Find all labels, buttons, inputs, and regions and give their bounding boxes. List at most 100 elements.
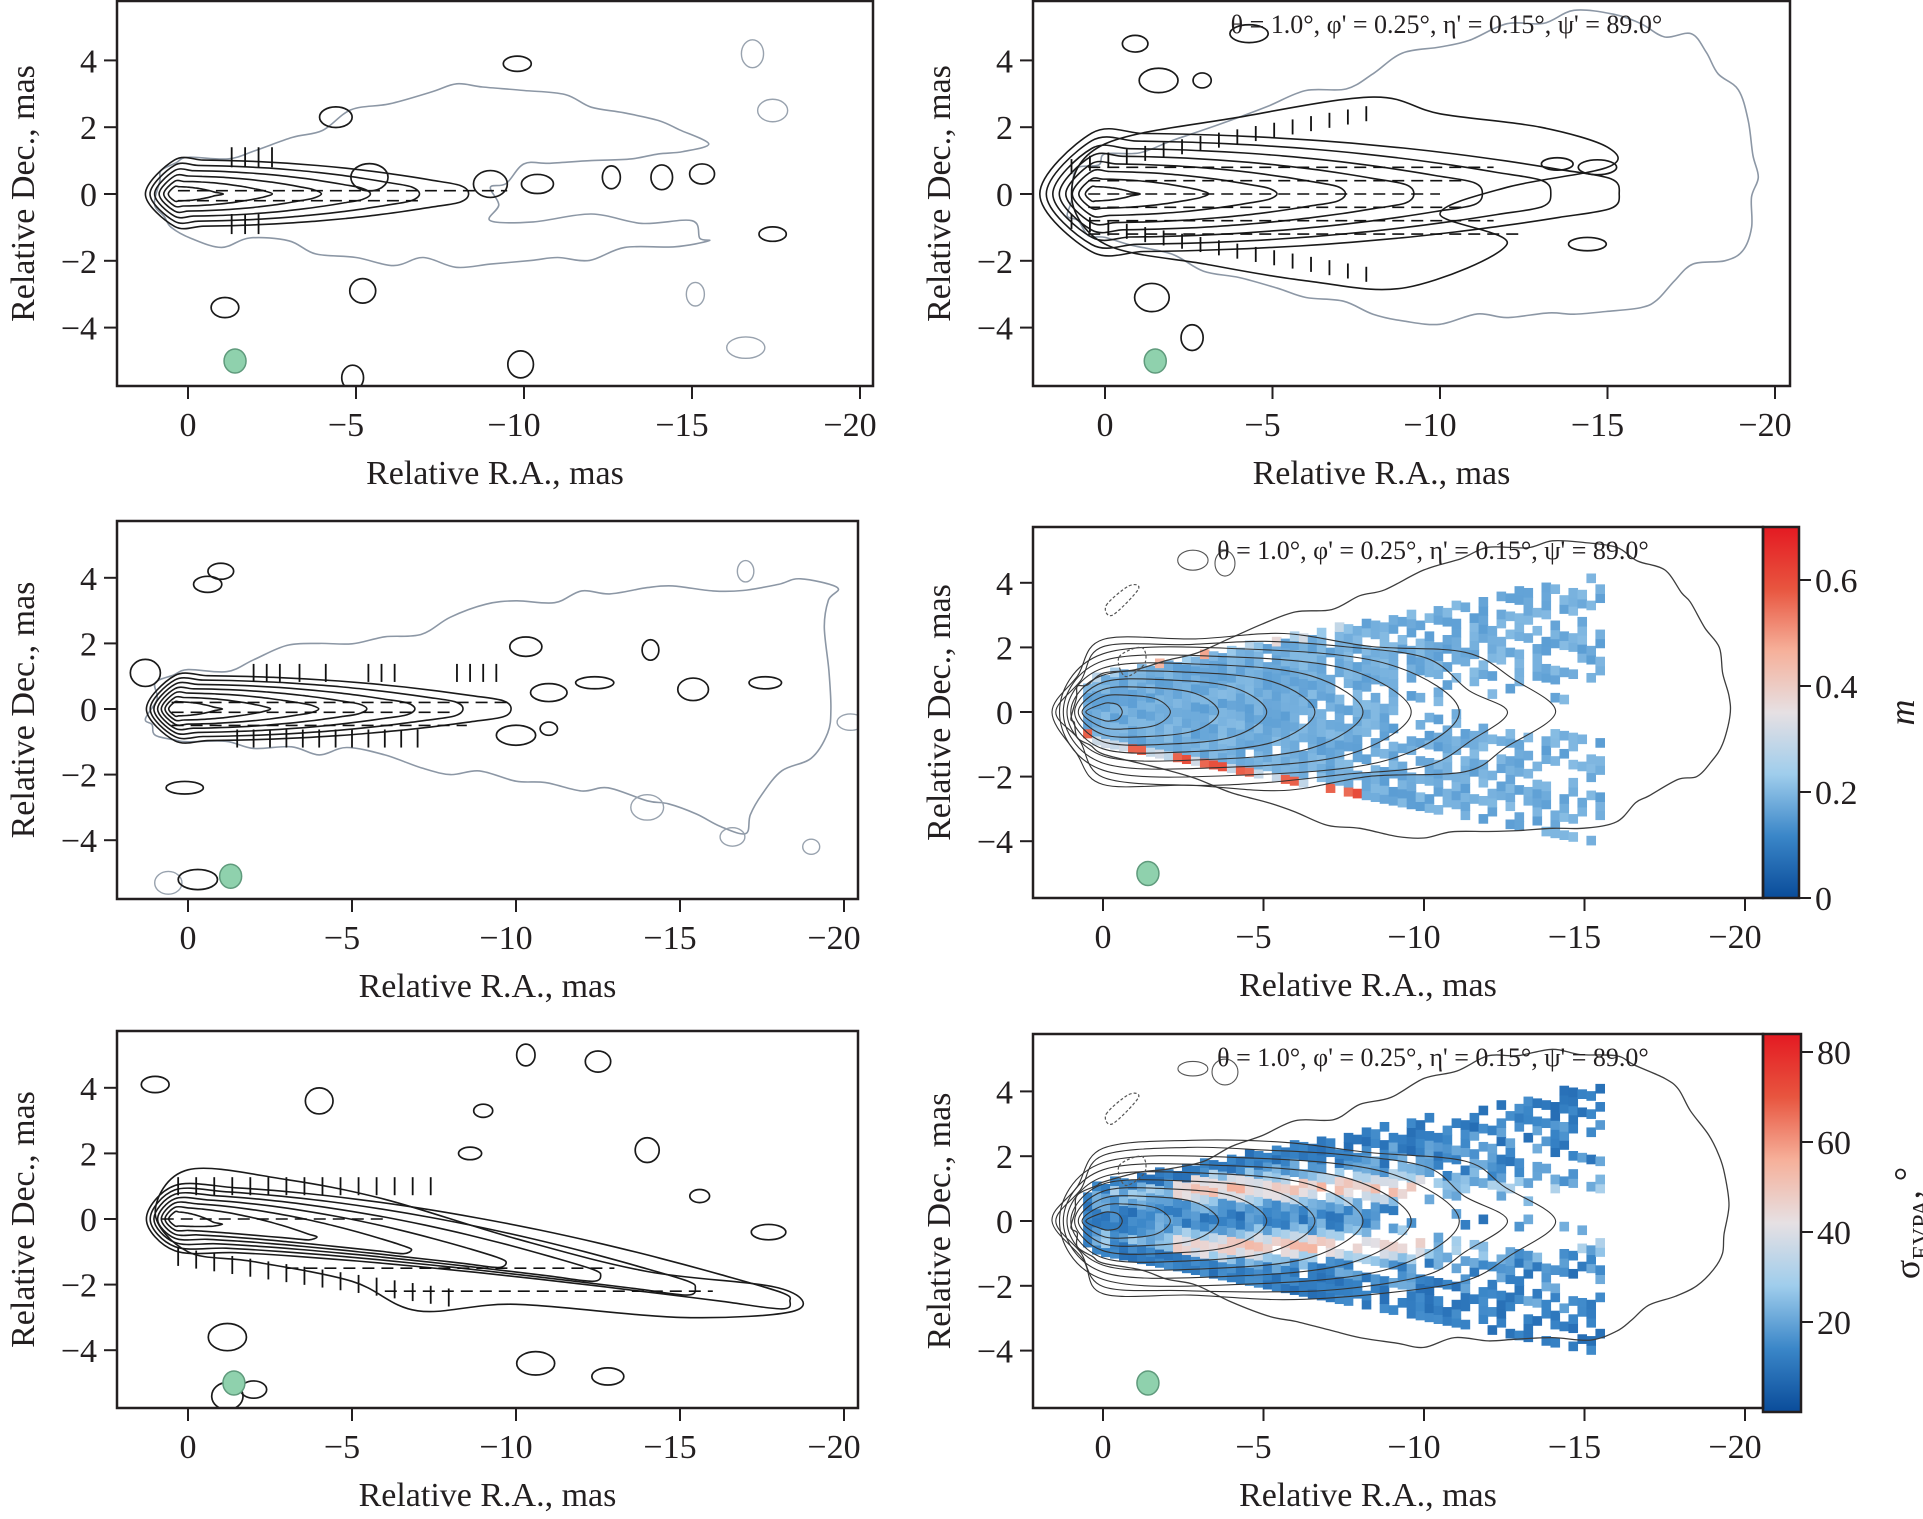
heatmap-cell — [1487, 689, 1498, 699]
heatmap-cell — [1595, 1247, 1606, 1257]
heatmap-cell — [1559, 1140, 1570, 1150]
heatmap-cell — [1325, 683, 1336, 694]
heatmap-cell — [1514, 613, 1525, 623]
intensity-contour — [1070, 1179, 1316, 1263]
heatmap-cell — [1298, 651, 1309, 661]
heatmap-cell — [1128, 734, 1138, 745]
plot-area — [144, 39, 789, 386]
heatmap-cell — [1406, 1181, 1417, 1192]
heatmap-cell — [1568, 1087, 1579, 1098]
heatmap-cell — [1262, 1252, 1273, 1263]
heatmap-cell — [1316, 763, 1327, 774]
heatmap-cell — [1253, 696, 1264, 707]
contour-island — [584, 1050, 612, 1073]
heatmap-cell — [1253, 669, 1264, 680]
heatmap-cell — [1541, 1118, 1552, 1129]
heatmap-cell — [1325, 1174, 1336, 1185]
heatmap-cell — [1181, 736, 1192, 746]
heatmap-cell — [1568, 786, 1579, 797]
heatmap-cell — [1442, 1252, 1453, 1263]
heatmap-cell — [1568, 777, 1579, 788]
heatmap-cell — [1316, 745, 1327, 755]
heatmap-cell — [1244, 658, 1255, 669]
heatmap-cell — [1577, 1089, 1588, 1099]
heatmap-cell — [1469, 757, 1480, 768]
heatmap-cell — [1244, 649, 1255, 660]
contour-island — [756, 98, 789, 123]
heatmap-cell — [1289, 640, 1300, 651]
heatmap-cell — [1388, 1132, 1399, 1143]
heatmap-cell — [1226, 1245, 1237, 1256]
heatmap-cell — [1316, 1172, 1327, 1183]
heatmap-cell — [1496, 1263, 1507, 1274]
parameter-annotation: θ = 1.0°, φ' = 0.25°, η' = 0.15°, ψ' = 8… — [1231, 10, 1663, 39]
heatmap-cell — [1595, 1183, 1606, 1194]
heatmap-cell — [1496, 754, 1507, 765]
heatmap-cell — [1101, 1211, 1111, 1221]
heatmap-cell — [1119, 687, 1129, 698]
y-axis-label: Relative Dec., mas — [5, 1091, 42, 1348]
intensity-contour — [1055, 1146, 1509, 1293]
heatmap-cell — [1253, 1268, 1264, 1279]
jet-contour — [156, 1196, 508, 1269]
heatmap-cell — [1343, 1259, 1354, 1270]
heatmap-cell — [1559, 748, 1570, 759]
heatmap-cell — [1361, 1154, 1372, 1165]
heatmap-cell — [1514, 595, 1525, 605]
heatmap-cell — [1307, 680, 1318, 690]
contour-island — [192, 575, 223, 594]
contour-island — [1540, 156, 1574, 171]
heatmap-cell — [1424, 1149, 1435, 1159]
heatmap-cell — [1110, 676, 1120, 687]
heatmap-cell — [1325, 756, 1336, 766]
heatmap-cell — [1442, 616, 1453, 627]
contour-island — [740, 39, 765, 69]
heatmap-cell — [1433, 1305, 1444, 1315]
heatmap-cell — [1244, 1176, 1255, 1187]
heatmap-cell — [1514, 1121, 1525, 1132]
heatmap-cell — [1253, 1232, 1264, 1243]
heatmap-cell — [1451, 672, 1462, 683]
heatmap-cell — [1388, 1241, 1399, 1252]
heatmap-cell — [1352, 644, 1363, 654]
heatmap-cell — [1487, 1152, 1498, 1163]
heatmap-cell — [1163, 1232, 1174, 1243]
heatmap-cell — [1469, 794, 1480, 804]
heatmap-cell — [1262, 1198, 1273, 1208]
heatmap-cell — [1442, 1152, 1453, 1163]
outer-contour — [1066, 9, 1760, 326]
outer-contour — [144, 577, 840, 835]
heatmap-cell — [1496, 1272, 1507, 1283]
heatmap-cell — [1155, 1221, 1165, 1232]
heatmap-cell — [1137, 663, 1147, 674]
heatmap-cell — [1110, 1239, 1120, 1250]
heatmap-cell — [1433, 1296, 1444, 1306]
heatmap-cell — [1119, 696, 1129, 707]
heatmap-cell — [1199, 739, 1210, 750]
heatmap-cell — [1370, 692, 1381, 703]
heatmap-cell — [1128, 707, 1138, 717]
heatmap-cell — [1137, 1227, 1147, 1237]
heatmap-cell — [1172, 1180, 1183, 1190]
heatmap-cell — [1253, 1205, 1264, 1216]
jet-contour — [160, 1201, 413, 1255]
heatmap-cell — [1352, 707, 1363, 717]
jet-contour — [160, 691, 320, 727]
heatmap-cell — [1110, 685, 1120, 696]
heatmap-cell — [1496, 1163, 1507, 1174]
heatmap-cell — [1316, 754, 1327, 765]
heatmap-cell — [1361, 790, 1372, 801]
heatmap-cell — [1190, 665, 1201, 676]
jet-contour — [153, 681, 416, 735]
heatmap-cell — [1307, 689, 1318, 699]
jet-contour — [156, 686, 368, 731]
heatmap-cell — [1110, 712, 1120, 723]
heatmap-cell — [1478, 1105, 1489, 1116]
heatmap-cell — [1505, 819, 1516, 830]
heatmap-cell — [1541, 790, 1552, 801]
heatmap-cell — [1361, 1218, 1372, 1228]
heatmap-cell — [1190, 1219, 1201, 1230]
heatmap-cell — [1137, 1254, 1147, 1265]
heatmap-cell — [1253, 1169, 1264, 1179]
heatmap-cell — [1271, 672, 1282, 683]
